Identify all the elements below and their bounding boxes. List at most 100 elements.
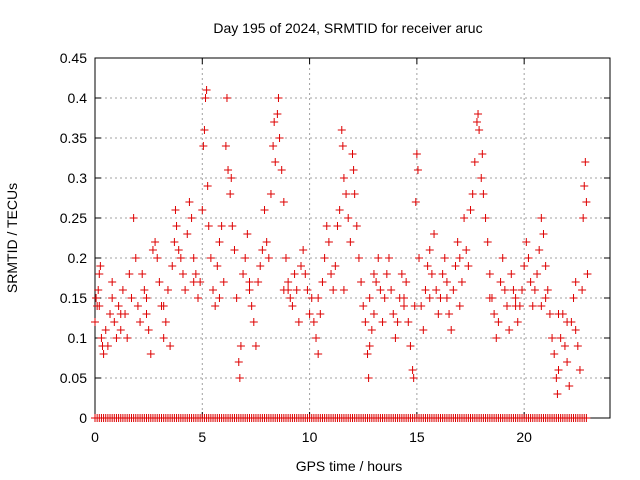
data-point	[397, 270, 406, 278]
data-point	[312, 334, 321, 342]
data-point	[224, 166, 233, 174]
data-point	[537, 302, 546, 310]
data-point	[153, 254, 162, 262]
data-point	[264, 254, 273, 262]
data-point	[582, 198, 591, 206]
data-point	[318, 278, 327, 286]
data-point	[445, 310, 454, 318]
data-point	[563, 318, 572, 326]
data-point	[274, 94, 283, 102]
data-point	[524, 254, 533, 262]
data-point	[485, 270, 494, 278]
data-point	[118, 286, 127, 294]
data-point	[142, 294, 151, 302]
data-point	[372, 278, 381, 286]
data-point	[462, 246, 471, 254]
data-point	[571, 278, 580, 286]
data-point	[520, 262, 529, 270]
data-point	[440, 254, 449, 262]
y-tick-labels: 0 0.05 0.1 0.15 0.2 0.25 0.3 0.35 0.4 0.45	[60, 50, 87, 426]
data-point	[509, 286, 518, 294]
data-point	[183, 230, 192, 238]
data-point	[511, 294, 520, 302]
data-point	[191, 270, 200, 278]
data-point	[468, 190, 477, 198]
data-point	[270, 118, 279, 126]
data-point	[369, 270, 378, 278]
data-point	[284, 278, 293, 286]
data-point	[271, 158, 280, 166]
data-point	[217, 222, 226, 230]
data-point	[578, 286, 587, 294]
data-point	[573, 342, 582, 350]
data-point	[221, 142, 230, 150]
data-point	[277, 166, 286, 174]
data-point	[159, 302, 168, 310]
data-point	[125, 270, 134, 278]
data-point	[201, 94, 210, 102]
data-point	[391, 334, 400, 342]
data-point	[451, 262, 460, 270]
data-point	[434, 310, 443, 318]
data-point	[166, 342, 175, 350]
y-tick-label: 0.4	[68, 90, 88, 106]
y-tick-label: 0.25	[60, 210, 87, 226]
data-point	[299, 246, 308, 254]
data-point	[129, 214, 138, 222]
data-point	[241, 254, 250, 262]
data-point	[258, 246, 267, 254]
data-point	[556, 334, 565, 342]
data-point	[303, 286, 312, 294]
data-point	[513, 318, 522, 326]
data-point	[103, 342, 112, 350]
data-point	[470, 158, 479, 166]
data-point	[236, 342, 245, 350]
data-point	[423, 262, 432, 270]
data-point	[490, 310, 499, 318]
data-point	[168, 262, 177, 270]
data-point	[384, 254, 393, 262]
data-point	[189, 254, 198, 262]
data-point	[365, 294, 374, 302]
data-point	[106, 310, 115, 318]
data-point	[235, 374, 244, 382]
y-axis-label: SRMTID / TECUs	[4, 183, 20, 293]
data-point	[108, 278, 117, 286]
data-point	[457, 278, 466, 286]
data-point	[138, 270, 147, 278]
data-point	[309, 318, 318, 326]
data-point	[367, 326, 376, 334]
data-point	[305, 310, 314, 318]
data-point	[560, 342, 569, 350]
data-point	[110, 318, 119, 326]
data-point	[108, 294, 117, 302]
data-point	[478, 150, 487, 158]
data-point	[254, 278, 263, 286]
data-point	[415, 254, 424, 262]
data-point	[213, 262, 222, 270]
data-point	[249, 318, 258, 326]
y-tick-label: 0.3	[68, 170, 88, 186]
data-point	[174, 246, 183, 254]
data-point	[95, 270, 104, 278]
data-point	[400, 294, 408, 302]
data-point	[206, 254, 215, 262]
data-point	[331, 262, 340, 270]
data-point	[554, 310, 563, 318]
data-point	[316, 310, 325, 318]
data-point	[228, 222, 237, 230]
data-point	[256, 262, 265, 270]
data-point	[260, 206, 269, 214]
data-point	[449, 286, 458, 294]
data-point	[234, 358, 243, 366]
x-tick-label: 0	[91, 429, 99, 445]
data-point	[199, 142, 208, 150]
data-point	[215, 238, 224, 246]
data-point	[475, 126, 484, 134]
data-point	[352, 222, 361, 230]
data-point	[387, 286, 396, 294]
x-tick-label: 20	[516, 429, 532, 445]
data-point	[239, 270, 248, 278]
y-tick-label: 0.15	[60, 290, 87, 306]
